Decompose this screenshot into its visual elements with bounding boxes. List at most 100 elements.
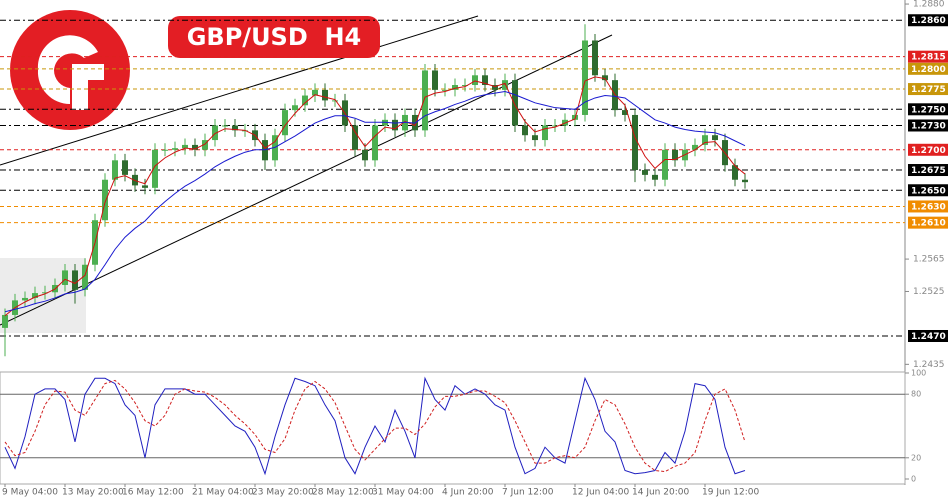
oscillator-line: [4, 379, 746, 473]
x-tick-label: 4 Jun 20:00: [442, 488, 494, 498]
candle-body: [292, 105, 298, 111]
level-label: 1.2700: [911, 146, 946, 156]
osc-tick-label: 80: [911, 390, 921, 399]
x-tick-label: 31 May 04:00: [372, 488, 434, 498]
candle-body: [642, 170, 648, 175]
candle-body: [662, 149, 668, 180]
candle-body: [142, 185, 148, 188]
candle-body: [522, 125, 528, 136]
candle-body: [582, 40, 588, 115]
candle-body: [732, 165, 738, 180]
osc-tick-label: 100: [911, 369, 926, 378]
level-label: 1.2675: [911, 166, 946, 176]
chart-title: GBP/USD H4: [187, 23, 362, 51]
candle-body: [372, 125, 378, 161]
candle-body: [72, 270, 78, 290]
candle-body: [632, 114, 638, 171]
candle-body: [192, 144, 198, 150]
x-tick-label: 7 Jun 12:00: [502, 488, 554, 498]
title-box: [168, 16, 380, 58]
candle-body: [592, 40, 598, 76]
candle-body: [122, 160, 128, 175]
oscillator-frame: [0, 371, 906, 485]
candle-body: [442, 89, 448, 91]
candle-body: [542, 125, 548, 141]
channel-upper: [0, 15, 479, 166]
candle-body: [652, 174, 658, 180]
x-tick-label: 14 Jun 20:00: [632, 488, 689, 498]
candle-body: [352, 125, 358, 150]
candle-body: [82, 264, 88, 290]
candle-body: [202, 140, 208, 150]
candle-body: [502, 80, 508, 90]
level-box: [908, 50, 948, 63]
highlight-zone: [0, 258, 86, 333]
logo-mark: [37, 35, 104, 110]
candle-body: [712, 135, 718, 141]
y-tick-label: 1.2565: [913, 255, 945, 265]
logo-circle: [10, 10, 130, 130]
level-box: [908, 184, 948, 197]
candle-body: [422, 70, 428, 131]
level-label: 1.2750: [911, 105, 946, 115]
candle-body: [152, 149, 158, 188]
level-box: [908, 14, 948, 27]
candle-body: [622, 110, 628, 115]
level-box: [908, 62, 948, 75]
level-label: 1.2630: [911, 202, 946, 212]
logo: [10, 10, 130, 130]
level-box: [908, 200, 948, 213]
candle-body: [702, 135, 708, 145]
candle-body: [112, 160, 118, 180]
x-tick-label: 19 Jun 12:00: [702, 488, 759, 498]
channel-lower: [0, 34, 613, 326]
level-box: [908, 143, 948, 156]
level-label: 1.2815: [911, 53, 946, 63]
candle-body: [282, 110, 288, 136]
level-box: [908, 119, 948, 132]
level-label: 1.2470: [911, 332, 946, 342]
candle-body: [162, 149, 168, 151]
candle-body: [212, 125, 218, 141]
candle-body: [472, 75, 478, 86]
level-box: [908, 164, 948, 177]
candle-body: [692, 144, 698, 150]
candle-body: [742, 179, 748, 183]
candle-body: [672, 149, 678, 161]
y-tick-label: 1.2525: [913, 287, 945, 297]
candle-body: [232, 125, 238, 131]
candle-body: [392, 119, 398, 131]
candle-body: [182, 144, 188, 149]
candle-body: [432, 70, 438, 90]
level-label: 1.2610: [911, 219, 946, 229]
level-label: 1.2860: [911, 16, 946, 26]
candle-body: [2, 314, 8, 328]
x-tick-label: 12 Jun 04:00: [572, 488, 629, 498]
candle-body: [102, 179, 108, 221]
x-tick-label: 9 May 04:00: [2, 488, 58, 498]
x-tick-label: 23 May 20:00: [252, 488, 314, 498]
level-label: 1.2650: [911, 186, 946, 196]
moving-average: [4, 90, 746, 313]
level-label: 1.2730: [911, 121, 946, 131]
level-box: [908, 329, 948, 342]
candle-body: [302, 95, 308, 106]
candle-body: [512, 80, 518, 126]
candle-body: [602, 75, 608, 81]
y-tick-label: 1.2435: [913, 360, 945, 370]
osc-tick-label: 20: [911, 453, 921, 462]
level-box: [908, 103, 948, 116]
level-label: 1.2800: [911, 65, 946, 75]
candle-body: [532, 135, 538, 141]
x-tick-label: 16 May 12:00: [122, 488, 184, 498]
level-label: 1.2775: [911, 85, 946, 95]
candle-body: [172, 148, 178, 150]
candle-body: [332, 100, 338, 102]
candle-body: [62, 270, 68, 285]
x-tick-label: 21 May 04:00: [192, 488, 254, 498]
x-tick-label: 13 May 20:00: [62, 488, 124, 498]
oscillator-line: [4, 376, 746, 476]
candle-body: [312, 89, 318, 96]
